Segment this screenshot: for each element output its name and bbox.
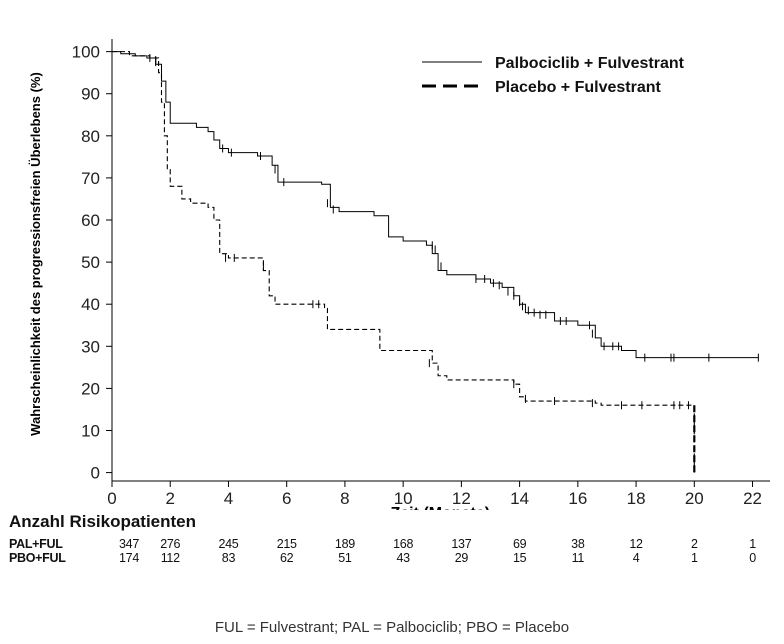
y-tick-label: 70 (81, 169, 100, 188)
x-tick-label: 16 (568, 489, 587, 508)
risk-cell: 2 (690, 537, 698, 551)
risk-cell: 83 (221, 551, 236, 565)
risk-cell: 11 (571, 551, 585, 565)
axes (111, 39, 770, 482)
risk-cell: 347 (119, 537, 139, 551)
x-tick-label: 22 (743, 489, 762, 508)
risk-cell: 62 (280, 551, 294, 565)
x-tick-label: 8 (340, 489, 349, 508)
y-axis-label: Wahrscheinlichkeit des progressionsfreie… (28, 72, 43, 436)
x-axis-label: Zeit (Monate) (390, 505, 490, 510)
risk-cell: 38 (571, 537, 585, 551)
risk-cell: 1 (690, 551, 698, 565)
footnote: FUL = Fulvestrant; PAL = Palbociclib; PB… (214, 619, 570, 636)
x-tick-label: 10 (394, 489, 413, 508)
risk-cell: 4 (632, 551, 640, 565)
y-tick-label: 10 (81, 421, 100, 440)
legend: Palbociclib + Fulvestrant Placebo + Fulve… (422, 55, 685, 96)
x-tick-label: 14 (510, 489, 529, 508)
risk-row-label: PAL+FUL (9, 537, 63, 551)
y-tick-label: 100 (72, 43, 100, 62)
y-tick-label: 40 (81, 295, 100, 314)
risk-cell: 189 (334, 537, 355, 551)
x-tick-label: 0 (107, 489, 116, 508)
risk-cell: 276 (160, 537, 181, 551)
risk-cell: 29 (454, 551, 469, 565)
y-tick-label: 80 (81, 127, 100, 146)
series-line-palbociclib (112, 51, 759, 359)
risk-cell: 12 (629, 537, 643, 551)
risk-cell: 245 (218, 537, 239, 551)
risk-cell: 43 (396, 551, 410, 565)
x-tick-label: 12 (452, 489, 471, 508)
y-tick-label: 50 (81, 253, 100, 272)
axis-ticks: 0 10 20 30 40 50 60 70 80 90 100 0 2 4 6 8 10 12 14 16 18 20 2… (72, 43, 762, 508)
risk-table-title: Anzahl Risikopatienten (9, 512, 197, 531)
series-layer (112, 51, 759, 473)
legend-label: Placebo + Fulvestrant (495, 79, 662, 96)
risk-cell: 69 (512, 537, 527, 551)
x-tick-label: 4 (224, 489, 233, 508)
km-chart: 0 10 20 30 40 50 60 70 80 90 100 0 2 4 6 8 10 12 14 16 18 20 2… (28, 39, 770, 510)
risk-cell: 168 (393, 537, 414, 551)
y-tick-label: 0 (91, 464, 100, 483)
risk-cell: 51 (338, 551, 352, 565)
series-line-placebo (112, 51, 695, 473)
risk-cell: 215 (276, 537, 297, 551)
risk-cell: 112 (160, 551, 180, 565)
risk-row-label: PBO+FUL (9, 551, 66, 565)
x-tick-label: 2 (165, 489, 174, 508)
legend-label: Palbociclib + Fulvestrant (495, 55, 685, 72)
y-tick-label: 90 (81, 85, 100, 104)
x-tick-label: 18 (627, 489, 646, 508)
x-tick-label: 6 (282, 489, 291, 508)
y-tick-label: 20 (81, 379, 100, 398)
risk-cell: 1 (749, 537, 756, 551)
y-tick-label: 30 (81, 337, 100, 356)
risk-cell: 174 (119, 551, 139, 565)
risk-cell: 0 (749, 551, 756, 565)
risk-cell: 137 (451, 537, 472, 551)
y-tick-label: 60 (81, 211, 100, 230)
x-tick-label: 20 (685, 489, 704, 508)
risk-cell: 15 (512, 551, 527, 565)
